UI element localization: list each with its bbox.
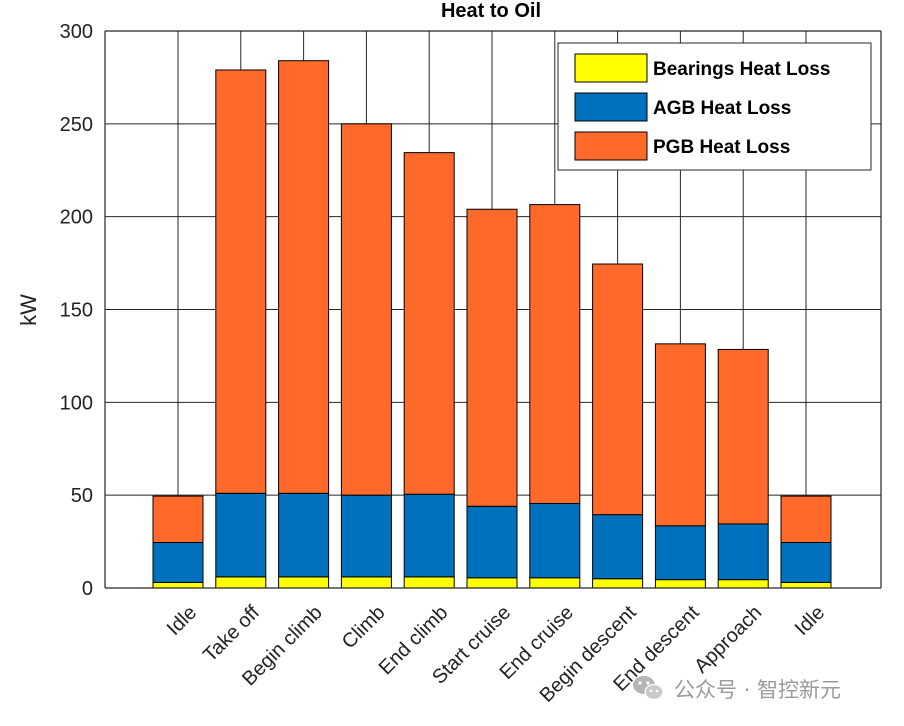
bar-segment <box>278 60 330 494</box>
bar-segment <box>717 523 769 581</box>
bar-segment <box>592 263 644 516</box>
bar-segment <box>340 494 392 578</box>
y-axis-label: kW <box>16 294 41 326</box>
bar-segment <box>717 579 769 589</box>
watermark: 公众号 · 智控新元 <box>633 676 841 702</box>
wechat-icon <box>633 676 664 701</box>
bar-segment <box>403 576 455 589</box>
bar-segment <box>654 343 706 527</box>
bar-segment <box>592 578 644 589</box>
bar-segment <box>278 576 330 589</box>
bar-segment <box>529 204 581 505</box>
legend: Bearings Heat Loss AGB Heat Loss PGB Heat … <box>557 42 872 171</box>
bar-segment <box>654 525 706 581</box>
y-tick-label: 250 <box>60 114 93 136</box>
bar-segment <box>152 581 204 589</box>
legend-swatch <box>574 53 648 83</box>
watermark-text: 公众号 · 智控新元 <box>674 678 841 702</box>
bar-segment <box>717 348 769 525</box>
bar-segment <box>278 492 330 578</box>
bar-segment <box>152 542 204 583</box>
bar-segment <box>529 577 581 589</box>
bar-segment <box>592 514 644 580</box>
bar-segment <box>403 152 455 495</box>
legend-swatch <box>574 92 648 122</box>
bar-segment <box>780 542 832 583</box>
bars <box>152 60 832 589</box>
legend-label: Bearings Heat Loss <box>653 59 830 80</box>
bar-segment <box>466 577 518 589</box>
bar-segment <box>780 581 832 589</box>
y-tick-label: 300 <box>60 21 93 43</box>
y-tick-label: 100 <box>60 392 93 414</box>
legend-label: AGB Heat Loss <box>653 98 791 119</box>
bar-segment <box>340 123 392 496</box>
y-tick-label: 150 <box>60 300 93 322</box>
bar-segment <box>466 208 518 507</box>
bar-segment <box>340 576 392 589</box>
y-tick-label: 200 <box>60 207 93 229</box>
bar-segment <box>780 495 832 544</box>
legend-label: PGB Heat Loss <box>653 137 790 158</box>
legend-swatch <box>574 131 648 161</box>
bar-segment <box>215 576 267 589</box>
bar-segment <box>215 69 267 494</box>
y-tick-label: 0 <box>82 578 93 600</box>
bar-segment <box>403 493 455 578</box>
bar-segment <box>215 492 267 578</box>
bar-segment <box>152 495 204 544</box>
y-tick-label: 50 <box>71 485 93 507</box>
bar-segment <box>529 503 581 579</box>
chart-title: Heat to Oil <box>441 0 541 22</box>
bar-segment <box>654 579 706 589</box>
bar-segment <box>466 505 518 579</box>
